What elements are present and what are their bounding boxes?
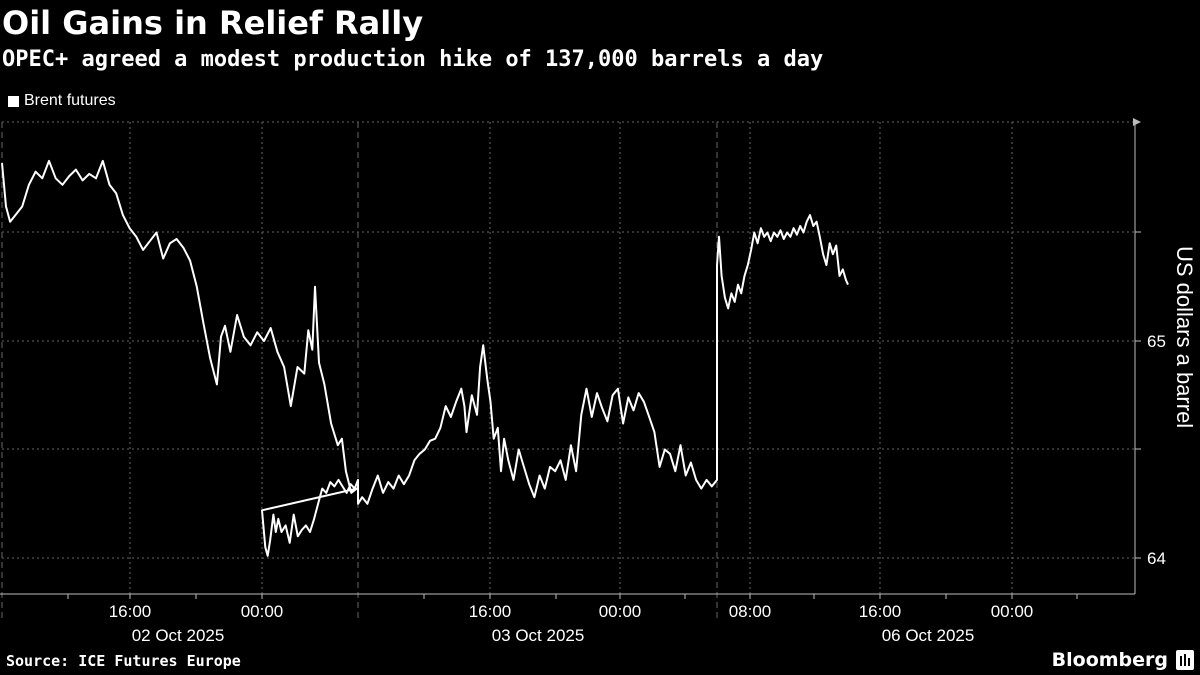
y-axis-label: US dollars a barrel: [1172, 246, 1197, 428]
y-tick-label: 64: [1147, 549, 1166, 568]
x-tick-label: 00:00: [991, 602, 1034, 621]
x-tick-label: 16:00: [859, 602, 902, 621]
chart-title: Oil Gains in Relief Rally: [2, 4, 424, 42]
y-axis-arrow-icon: [1133, 118, 1141, 126]
legend-swatch-icon: [8, 95, 19, 107]
x-tick-label: 16:00: [109, 602, 152, 621]
chart-subtitle: OPEC+ agreed a modest production hike of…: [2, 47, 824, 72]
bloomberg-terminal-icon: [1176, 650, 1194, 670]
x-tick-label: 00:00: [241, 602, 284, 621]
brent-futures-line: [1, 159, 849, 557]
x-date-label: 02 Oct 2025: [132, 626, 225, 645]
chart-legend: Brent futures: [8, 91, 116, 111]
x-tick-label: 00:00: [599, 602, 642, 621]
source-note: Source: ICE Futures Europe: [6, 652, 241, 670]
brand-logo: Bloomberg: [1051, 649, 1168, 671]
x-tick-label: 16:00: [469, 602, 512, 621]
x-date-label: 06 Oct 2025: [882, 626, 975, 645]
x-tick-label: 08:00: [729, 602, 772, 621]
legend-label: Brent futures: [24, 92, 116, 109]
x-date-label: 03 Oct 2025: [492, 626, 585, 645]
y-tick-label: 65: [1147, 332, 1166, 351]
